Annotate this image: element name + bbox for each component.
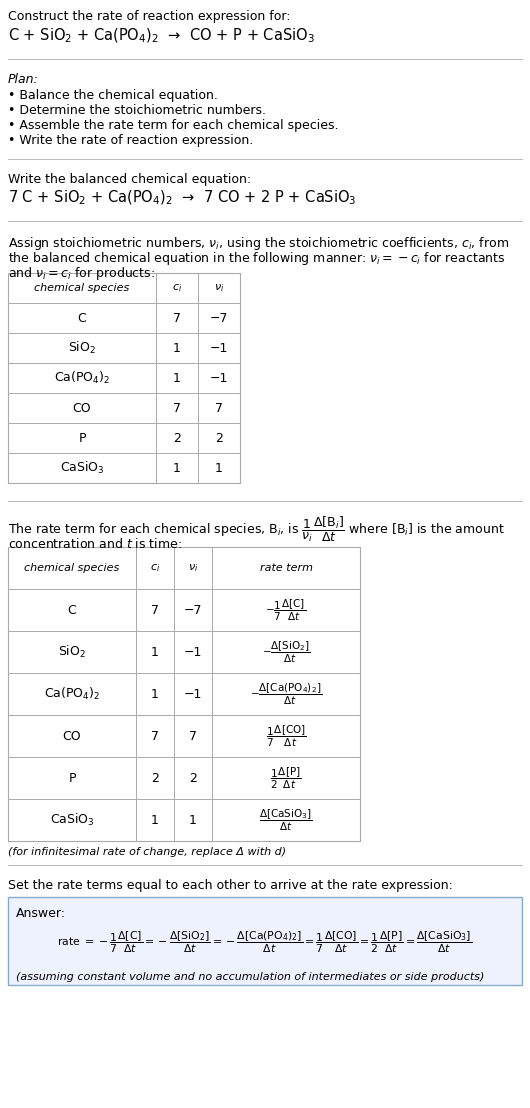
Text: rate term: rate term: [260, 563, 313, 573]
Text: 2: 2: [215, 431, 223, 444]
Text: CaSiO$_3$: CaSiO$_3$: [50, 812, 94, 828]
Text: CO: CO: [63, 729, 81, 742]
Text: • Assemble the rate term for each chemical species.: • Assemble the rate term for each chemic…: [8, 119, 339, 132]
Text: 1: 1: [173, 341, 181, 355]
Text: (for infinitesimal rate of change, replace Δ with d): (for infinitesimal rate of change, repla…: [8, 847, 286, 856]
Text: rate $= -\dfrac{1}{7}\dfrac{\Delta[\mathrm{C}]}{\Delta t} = -\dfrac{\Delta[\math: rate $= -\dfrac{1}{7}\dfrac{\Delta[\math…: [57, 930, 473, 955]
Text: 2: 2: [189, 771, 197, 784]
Text: 1: 1: [151, 687, 159, 700]
Text: $\dfrac{1}{2}\dfrac{\Delta[\mathrm{P}]}{\Delta t}$: $\dfrac{1}{2}\dfrac{\Delta[\mathrm{P}]}{…: [270, 766, 302, 791]
Text: −1: −1: [184, 687, 202, 700]
Text: Plan:: Plan:: [8, 73, 39, 86]
Text: 7 C + SiO$_2$ + Ca(PO$_4$)$_2$  →  7 CO + 2 P + CaSiO$_3$: 7 C + SiO$_2$ + Ca(PO$_4$)$_2$ → 7 CO + …: [8, 189, 357, 207]
Text: 1: 1: [173, 371, 181, 384]
Text: chemical species: chemical species: [24, 563, 120, 573]
Text: chemical species: chemical species: [34, 283, 130, 293]
Text: CaSiO$_3$: CaSiO$_3$: [60, 460, 104, 476]
Text: 1: 1: [215, 462, 223, 474]
Text: • Balance the chemical equation.: • Balance the chemical equation.: [8, 89, 218, 102]
Text: 7: 7: [173, 311, 181, 325]
Text: C: C: [68, 604, 76, 616]
Text: −7: −7: [210, 311, 228, 325]
Text: 2: 2: [173, 431, 181, 444]
Text: 1: 1: [151, 646, 159, 658]
Text: • Write the rate of reaction expression.: • Write the rate of reaction expression.: [8, 134, 253, 147]
Text: $\dfrac{\Delta[\mathrm{CaSiO_3}]}{\Delta t}$: $\dfrac{\Delta[\mathrm{CaSiO_3}]}{\Delta…: [259, 808, 313, 832]
Text: $-\dfrac{1}{7}\dfrac{\Delta[\mathrm{C}]}{\Delta t}$: $-\dfrac{1}{7}\dfrac{\Delta[\mathrm{C}]}…: [266, 597, 306, 623]
Text: $\nu_i$: $\nu_i$: [188, 562, 198, 574]
Text: Write the balanced chemical equation:: Write the balanced chemical equation:: [8, 173, 251, 186]
Text: $c_i$: $c_i$: [150, 562, 160, 574]
Bar: [8, 547, 360, 841]
Text: Set the rate terms equal to each other to arrive at the rate expression:: Set the rate terms equal to each other t…: [8, 879, 453, 892]
Text: Ca(PO$_4$)$_2$: Ca(PO$_4$)$_2$: [44, 686, 100, 702]
Text: $c_i$: $c_i$: [172, 283, 182, 294]
Text: • Determine the stoichiometric numbers.: • Determine the stoichiometric numbers.: [8, 104, 266, 117]
Text: Answer:: Answer:: [16, 907, 66, 920]
Text: $-\dfrac{\Delta[\mathrm{SiO_2}]}{\Delta t}$: $-\dfrac{\Delta[\mathrm{SiO_2}]}{\Delta …: [262, 639, 310, 665]
Text: $\dfrac{1}{7}\dfrac{\Delta[\mathrm{CO}]}{\Delta t}$: $\dfrac{1}{7}\dfrac{\Delta[\mathrm{CO}]}…: [266, 724, 306, 749]
Text: P: P: [78, 431, 86, 444]
Text: 7: 7: [173, 401, 181, 414]
Text: −1: −1: [184, 646, 202, 658]
Text: Ca(PO$_4$)$_2$: Ca(PO$_4$)$_2$: [54, 370, 110, 386]
Text: the balanced chemical equation in the following manner: $\nu_i = -c_i$ for react: the balanced chemical equation in the fo…: [8, 250, 506, 267]
Text: The rate term for each chemical species, B$_i$, is $\dfrac{1}{\nu_i}\dfrac{\Delt: The rate term for each chemical species,…: [8, 515, 505, 544]
Text: C + SiO$_2$ + Ca(PO$_4$)$_2$  →  CO + P + CaSiO$_3$: C + SiO$_2$ + Ca(PO$_4$)$_2$ → CO + P + …: [8, 27, 315, 45]
Text: CO: CO: [73, 401, 91, 414]
Text: (assuming constant volume and no accumulation of intermediates or side products): (assuming constant volume and no accumul…: [16, 972, 484, 982]
Text: 7: 7: [151, 604, 159, 616]
Text: 2: 2: [151, 771, 159, 784]
Text: P: P: [68, 771, 76, 784]
Text: 7: 7: [151, 729, 159, 742]
Text: −1: −1: [210, 341, 228, 355]
Bar: [8, 897, 522, 985]
Text: $-\dfrac{\Delta[\mathrm{Ca(PO_4)_2}]}{\Delta t}$: $-\dfrac{\Delta[\mathrm{Ca(PO_4)_2}]}{\D…: [250, 681, 322, 707]
Text: and $\nu_i = c_i$ for products:: and $\nu_i = c_i$ for products:: [8, 265, 155, 283]
Bar: [8, 273, 240, 483]
Text: −7: −7: [184, 604, 202, 616]
Text: 7: 7: [215, 401, 223, 414]
Text: concentration and $t$ is time:: concentration and $t$ is time:: [8, 537, 182, 551]
Text: 7: 7: [189, 729, 197, 742]
Text: C: C: [77, 311, 86, 325]
Text: Assign stoichiometric numbers, $\nu_i$, using the stoichiometric coefficients, $: Assign stoichiometric numbers, $\nu_i$, …: [8, 235, 509, 252]
Text: 1: 1: [173, 462, 181, 474]
Text: SiO$_2$: SiO$_2$: [58, 644, 86, 660]
Text: SiO$_2$: SiO$_2$: [68, 340, 96, 356]
Text: 1: 1: [189, 813, 197, 827]
Text: 1: 1: [151, 813, 159, 827]
Text: −1: −1: [210, 371, 228, 384]
Text: Construct the rate of reaction expression for:: Construct the rate of reaction expressio…: [8, 10, 290, 23]
Text: $\nu_i$: $\nu_i$: [214, 283, 224, 294]
